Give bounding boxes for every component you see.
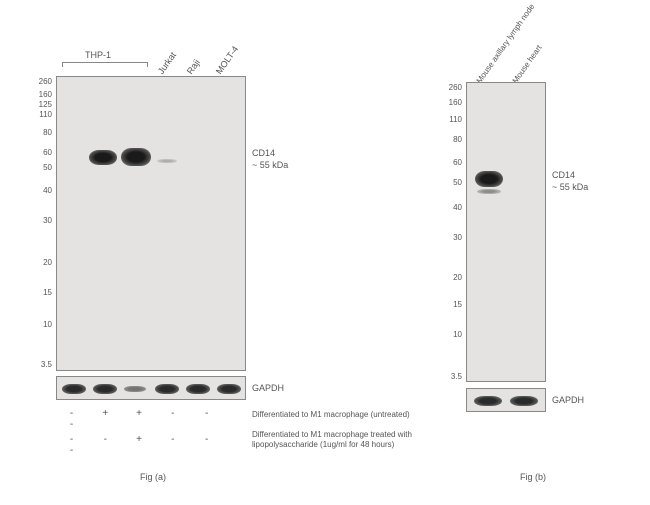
mw-a-160: 160	[30, 90, 52, 99]
pm: -	[56, 408, 87, 419]
mw-a-3.5: 3.5	[30, 360, 52, 369]
pm: +	[90, 408, 121, 419]
pm: -	[90, 434, 121, 445]
mw-b-50: 50	[440, 178, 462, 187]
fig-b-loading-blot	[466, 388, 546, 412]
mw-a-30: 30	[30, 216, 52, 225]
mw-b-80: 80	[440, 135, 462, 144]
pm: -	[191, 408, 222, 419]
lane-molt4: MOLT-4	[214, 44, 240, 76]
figure-a-panel: THP-1 Jurkat Raji MOLT-4 260 160 125 110…	[0, 0, 380, 505]
mw-a-20: 20	[30, 258, 52, 267]
mw-b-40: 40	[440, 203, 462, 212]
pm: -	[56, 419, 87, 430]
gapdh-b-2	[510, 396, 538, 406]
band-b-lane1-sub	[477, 189, 501, 194]
gapdh-b-1	[474, 396, 502, 406]
pm: +	[124, 408, 155, 419]
lane-jurkat: Jurkat	[156, 50, 178, 76]
fig-b-main-blot	[466, 82, 546, 382]
mw-b-15: 15	[440, 300, 462, 309]
mw-b-10: 10	[440, 330, 462, 339]
mw-a-15: 15	[30, 288, 52, 297]
fig-a-caption: Fig (a)	[140, 472, 166, 482]
mw-a-260: 260	[30, 77, 52, 86]
gapdh-a-2	[93, 384, 117, 394]
gapdh-a-4	[155, 384, 179, 394]
lane-raji: Raji	[185, 58, 202, 76]
pm: -	[56, 434, 87, 445]
pm: +	[124, 434, 155, 445]
mw-a-110: 110	[30, 110, 52, 119]
mw-b-60: 60	[440, 158, 462, 167]
lane-b-2: Mouse heart	[511, 43, 544, 85]
gapdh-a-1	[62, 384, 86, 394]
gapdh-a-5	[186, 384, 210, 394]
pm: -	[56, 445, 87, 456]
mw-b-110: 110	[440, 115, 462, 124]
fig-b-loading-label: GAPDH	[552, 395, 584, 405]
figure-b-panel: Mouse axillary lymph node Mouse heart 26…	[430, 0, 650, 505]
fig-a-row2: - - + - - -	[56, 434, 246, 456]
fig-a-main-blot	[56, 76, 246, 371]
pm: -	[191, 434, 222, 445]
mw-b-160: 160	[440, 98, 462, 107]
band-a-lane3-faint	[157, 159, 177, 163]
lane-thp1: THP-1	[85, 50, 111, 60]
pm: -	[157, 408, 188, 419]
mw-b-30: 30	[440, 233, 462, 242]
band-b-lane1	[475, 171, 503, 187]
mw-b-20: 20	[440, 273, 462, 282]
band-a-lane2	[89, 150, 117, 165]
gapdh-a-6	[217, 384, 241, 394]
lane-b-1: Mouse axillary lymph node	[475, 2, 537, 85]
thp1-bracket	[62, 62, 148, 67]
fig-b-target-label: CD14	[552, 170, 575, 180]
mw-b-3.5: 3.5	[440, 372, 462, 381]
fig-a-loading-blot	[56, 376, 246, 400]
fig-b-caption: Fig (b)	[520, 472, 546, 482]
fig-a-target-mw: ~ 55 kDa	[252, 160, 288, 170]
mw-a-40: 40	[30, 186, 52, 195]
mw-b-260: 260	[440, 83, 462, 92]
mw-a-60: 60	[30, 148, 52, 157]
mw-a-50: 50	[30, 163, 52, 172]
fig-a-target-label: CD14	[252, 148, 275, 158]
mw-a-10: 10	[30, 320, 52, 329]
mw-a-80: 80	[30, 128, 52, 137]
mw-a-125: 125	[30, 100, 52, 109]
fig-a-treatment2: Differentiated to M1 macrophage treated …	[252, 430, 412, 449]
band-a-lane3	[121, 148, 151, 166]
gapdh-a-3	[124, 386, 146, 392]
fig-a-loading-label: GAPDH	[252, 383, 284, 393]
fig-a-treatment1: Differentiated to M1 macrophage (untreat…	[252, 410, 410, 419]
fig-a-row1: - + + - - -	[56, 408, 246, 430]
pm: -	[157, 434, 188, 445]
fig-b-target-mw: ~ 55 kDa	[552, 182, 588, 192]
